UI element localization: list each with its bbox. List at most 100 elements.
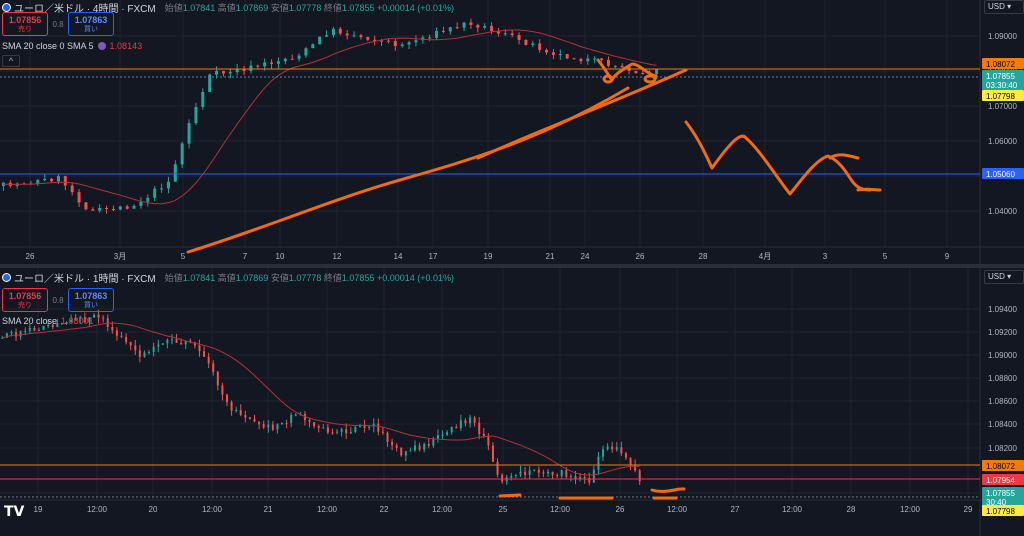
candle-body: [70, 185, 74, 193]
candle-body: [143, 352, 146, 357]
indicator-value: 1.08143: [109, 41, 143, 51]
hand-drawing-stroke: [650, 487, 686, 493]
candle-body: [42, 325, 45, 330]
chart-pane-4h[interactable]: 1.090001.080001.070001.060001.050001.040…: [0, 0, 1024, 264]
candle-body: [83, 317, 86, 323]
candle-body: [216, 371, 219, 386]
candle-body: [496, 31, 500, 34]
buy-button[interactable]: 1.07863 買い: [68, 288, 114, 312]
indicator-legend-1h[interactable]: SMA 20 close 1.08001: [2, 316, 94, 326]
candle-body: [129, 342, 132, 346]
candle-body: [294, 414, 297, 416]
chart-pane-1h[interactable]: 1.09400 1.09200 1.09000 1.08800 1.08600 1.084…: [0, 268, 1024, 536]
chart-canvas-4h[interactable]: 1.090001.080001.070001.060001.050001.040…: [0, 0, 1024, 264]
candle-body: [139, 201, 143, 206]
indicator-legend-4h[interactable]: SMA 20 close 0 SMA 5 1.08143: [2, 41, 142, 51]
currency-selector-4h[interactable]: USD ▾: [984, 0, 1024, 14]
candle-body: [441, 30, 445, 32]
candle-body: [19, 331, 22, 337]
candle-body: [326, 427, 329, 433]
pane-divider[interactable]: [0, 264, 1024, 268]
tradingview-logo[interactable]: TV: [4, 504, 25, 520]
candle-body: [473, 417, 476, 423]
low-value: 1.07778: [288, 3, 322, 13]
high-value: 1.07869: [235, 273, 269, 283]
candle-body: [558, 54, 562, 56]
time-tick-label: 12:00: [667, 505, 688, 514]
candle-body: [579, 476, 582, 480]
candle-body: [524, 471, 527, 475]
candle-body: [352, 35, 356, 37]
time-tick-label: 12:00: [317, 505, 338, 514]
candle-body: [221, 70, 225, 74]
candle-body: [381, 431, 384, 433]
candle-body: [569, 476, 572, 478]
symbol-title[interactable]: ユーロ／米ドル · 4時間 · FXCM: [14, 4, 156, 15]
candle-body: [482, 433, 485, 437]
candle-body: [538, 43, 542, 50]
indicator-name: SMA 20 close: [2, 316, 58, 326]
candle-body: [56, 176, 60, 182]
time-tick-label: 5: [181, 252, 186, 261]
sell-button[interactable]: 1.07856 売り: [2, 288, 48, 312]
candle-body: [455, 27, 459, 29]
open-value: 1.07841: [182, 273, 216, 283]
candle-body: [428, 37, 432, 39]
candle-body: [304, 48, 308, 56]
candle-body: [77, 192, 81, 203]
candle-body: [63, 176, 67, 186]
candle-body: [203, 351, 206, 357]
candle-body: [297, 55, 301, 59]
buy-button[interactable]: 1.07863 買い: [68, 12, 114, 36]
buy-label: 買い: [84, 26, 98, 33]
time-tick-label: 26: [26, 252, 35, 261]
currency-selector-1h[interactable]: USD ▾: [984, 270, 1024, 284]
candle-body: [115, 330, 118, 336]
high-label: 高値: [217, 273, 236, 283]
candle-body: [111, 208, 115, 210]
ohlc-readout: 始値1.07841 高値1.07869 安値1.07778 終値1.07855 …: [165, 271, 454, 284]
sma-line: [3, 29, 657, 205]
price-tick-label: 1.09200: [988, 328, 1017, 337]
time-tick-label: 26: [636, 252, 645, 261]
price-tick-label: 1.09400: [988, 305, 1017, 314]
candle-body: [524, 40, 528, 45]
spread-value: 0.8: [52, 295, 64, 305]
candle-body: [519, 471, 522, 475]
symbol-title[interactable]: ユーロ／米ドル · 1時間 · FXCM: [14, 274, 156, 285]
candle-body: [593, 58, 597, 60]
price-tick-label: 1.06000: [988, 137, 1017, 146]
open-value: 1.07841: [182, 3, 216, 13]
candle-body: [400, 44, 404, 46]
candle-body: [579, 58, 583, 62]
chart-canvas-1h[interactable]: 1.09400 1.09200 1.09000 1.08800 1.08600 1.084…: [0, 268, 1024, 536]
candle-body: [638, 470, 641, 482]
price-tag-label: 1.08072: [986, 462, 1015, 471]
candle-body: [606, 59, 610, 66]
indicator-settings-icon[interactable]: [97, 42, 106, 50]
candle-body: [448, 27, 452, 32]
candle-body: [395, 445, 398, 448]
sell-button[interactable]: 1.07856 売り: [2, 12, 48, 36]
candle-body: [244, 415, 247, 418]
candle-body: [317, 426, 320, 428]
collapse-legend-button[interactable]: ^: [2, 55, 20, 67]
candle-body: [400, 447, 403, 456]
candle-body: [125, 206, 129, 209]
candle-body: [230, 402, 233, 411]
candle-body: [308, 420, 311, 423]
countdown-label: 30:40: [986, 498, 1007, 507]
candle-body: [450, 426, 453, 433]
price-tag-label: 1.05060: [986, 170, 1015, 179]
time-tick-label: 4月: [759, 252, 771, 261]
candle-body: [170, 339, 173, 341]
candle-body: [469, 22, 473, 25]
candle-body: [611, 446, 614, 450]
candle-body: [212, 363, 215, 372]
candle-body: [215, 70, 219, 75]
time-tick-label: 3: [823, 252, 828, 261]
price-tick-label: 1.04000: [988, 207, 1017, 216]
candle-body: [655, 69, 659, 75]
candle-body: [501, 474, 504, 482]
